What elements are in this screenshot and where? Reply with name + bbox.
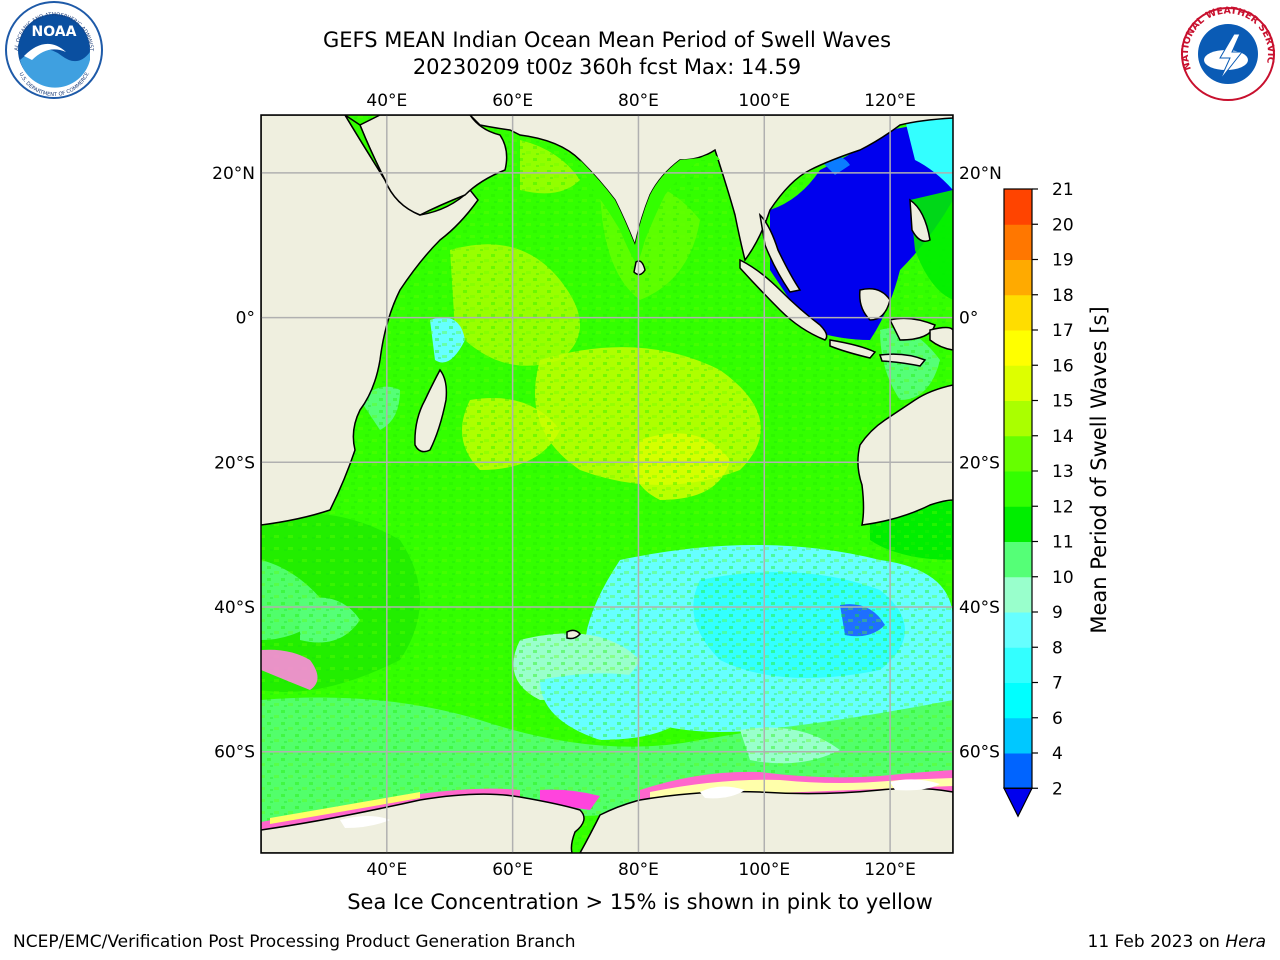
lon-label-bottom: 60°E bbox=[492, 860, 533, 880]
colorbar-segment bbox=[1004, 330, 1032, 366]
colorbar-tick-label: 19 bbox=[1052, 251, 1074, 271]
colorbar-tick-label: 6 bbox=[1052, 709, 1063, 729]
colorbar-tick-label: 18 bbox=[1052, 286, 1074, 306]
land-masses bbox=[261, 115, 953, 853]
lat-label-left: 20°S bbox=[214, 453, 255, 473]
colorbar-tick-label: 12 bbox=[1052, 497, 1074, 517]
sumatra-landmass bbox=[739, 258, 828, 341]
colorbar-label: Mean Period of Swell Waves [s] bbox=[1087, 306, 1111, 633]
lat-label-left: 20°N bbox=[212, 164, 255, 184]
lon-label-top: 120°E bbox=[864, 91, 916, 111]
colorbar-segment bbox=[1004, 224, 1032, 260]
map-frame bbox=[260, 114, 954, 854]
lat-label-left: 60°S bbox=[214, 743, 255, 763]
colorbar-tick-label: 20 bbox=[1052, 215, 1074, 235]
map-subtitle: 20230209 t00z 360h fcst Max: 14.59 bbox=[412, 55, 802, 79]
colorbar-tick-label: 13 bbox=[1052, 462, 1074, 482]
lat-label-right: 0° bbox=[959, 309, 978, 329]
lat-label-right: 40°S bbox=[959, 598, 1000, 618]
colorbar-segment bbox=[1004, 717, 1032, 754]
lon-label-top: 80°E bbox=[618, 91, 659, 111]
colorbar-segment bbox=[1004, 647, 1032, 683]
lat-label-right: 20°N bbox=[959, 164, 1002, 184]
colorbar-segment bbox=[1004, 365, 1032, 401]
antarctica-landmass bbox=[261, 793, 585, 853]
map-axis-labels: 40°E 40°E 60°E 60°E 80°E 80°E 100°E 100°E 120°E 1… bbox=[212, 91, 1002, 880]
colorbar-tick-label: 17 bbox=[1052, 321, 1074, 341]
colorbar-tick-label: 10 bbox=[1052, 568, 1074, 588]
colorbar-segment bbox=[1004, 259, 1032, 296]
sea-ice-note: Sea Ice Concentration > 15% is shown in … bbox=[347, 890, 933, 914]
colorbar-tick-label: 14 bbox=[1052, 427, 1074, 447]
colorbar-tick-label: 16 bbox=[1052, 356, 1074, 376]
lon-label-bottom: 100°E bbox=[738, 860, 790, 880]
colorbar-tick-label: 15 bbox=[1052, 392, 1074, 412]
colorbar-segment bbox=[1004, 400, 1032, 437]
colorbar-segment bbox=[1004, 541, 1032, 578]
lon-label-bottom: 120°E bbox=[864, 860, 916, 880]
colorbar-tick-label: 8 bbox=[1052, 638, 1063, 658]
colorbar-segment bbox=[1004, 471, 1032, 507]
australia-landmass bbox=[857, 384, 953, 526]
colorbar-tick-label: 9 bbox=[1052, 603, 1063, 623]
colorbar-segment bbox=[1004, 576, 1032, 613]
lat-label-right: 20°S bbox=[959, 453, 1000, 473]
date-text: 11 Feb 2023 on Hera bbox=[1088, 932, 1266, 952]
map-gridlines bbox=[261, 115, 953, 853]
date-value: 11 Feb 2023 on bbox=[1087, 932, 1226, 952]
colorbar-extend-arrow bbox=[1003, 787, 1033, 818]
lat-label-right: 60°S bbox=[959, 743, 1000, 763]
lon-label-bottom: 40°E bbox=[366, 860, 407, 880]
lon-label-top: 60°E bbox=[492, 91, 533, 111]
noaa-logo: NOAA NATIONAL OCEANIC AND ATMOSPHERIC AD… bbox=[2, 0, 103, 99]
lat-label-left: 40°S bbox=[214, 598, 255, 618]
india-landmass bbox=[580, 154, 720, 265]
map-plot-area bbox=[261, 115, 953, 853]
colorbar-tick-label: 11 bbox=[1052, 533, 1074, 553]
colorbar-tick-label: 7 bbox=[1052, 674, 1063, 694]
lat-label-left: 0° bbox=[236, 309, 255, 329]
madagascar-landmass bbox=[414, 368, 448, 453]
colorbar-segment bbox=[1004, 189, 1032, 225]
colorbar: 2 4 6 7 8 9 10 11 12 13 14 15 16 17 18 19 20 21 bbox=[1003, 180, 1074, 818]
nws-logo: NATIONAL WEATHER SERVICE bbox=[1176, 0, 1276, 101]
lon-label-top: 100°E bbox=[738, 91, 790, 111]
colorbar-frame bbox=[1003, 188, 1033, 789]
colorbar-tick-label: 2 bbox=[1052, 779, 1063, 799]
colorbar-segment bbox=[1004, 506, 1032, 542]
lon-label-bottom: 80°E bbox=[618, 860, 659, 880]
map-title: GEFS MEAN Indian Ocean Mean Period of Sw… bbox=[322, 28, 892, 52]
colorbar-tick-label: 4 bbox=[1052, 744, 1063, 764]
colorbar-segment bbox=[1004, 435, 1032, 472]
lon-label-top: 40°E bbox=[366, 91, 407, 111]
colorbar-segment bbox=[1004, 612, 1032, 648]
colorbar-segment bbox=[1004, 753, 1032, 789]
colorbar-segment bbox=[1004, 682, 1032, 719]
credit-text: NCEP/EMC/Verification Post Processing Pr… bbox=[13, 932, 576, 952]
host-name: Hera bbox=[1225, 932, 1266, 952]
colorbar-tick-label: 21 bbox=[1052, 180, 1074, 200]
colorbar-segment bbox=[1004, 294, 1032, 331]
noaa-logo-text: NOAA bbox=[32, 24, 77, 40]
